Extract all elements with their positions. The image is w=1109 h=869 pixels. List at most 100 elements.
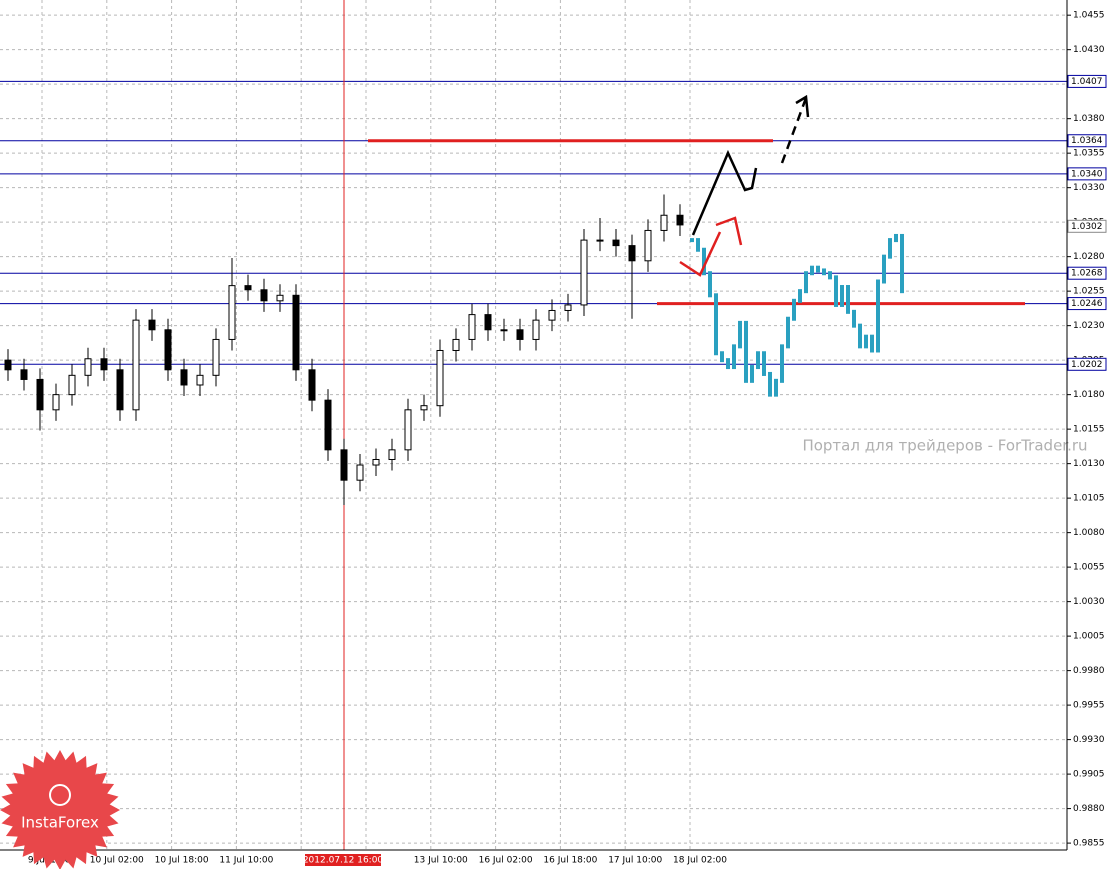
logo: InstaForex (0, 750, 120, 869)
forecast-step (714, 293, 718, 356)
logo-icon (49, 784, 71, 806)
level-label-box (1067, 297, 1107, 311)
candle-body (532, 319, 540, 340)
level-label: 1.0364 (1071, 136, 1103, 146)
candle-body (52, 394, 60, 411)
watermark: Портал для трейдеров - ForTrader.ru (802, 437, 1087, 455)
y-tick-label: 1.0280 (1073, 252, 1105, 262)
candle-body (644, 229, 652, 262)
candle-body (612, 239, 620, 247)
y-tick-label: 0.9880 (1073, 804, 1105, 814)
candle-body (20, 369, 28, 380)
forecast-step (798, 289, 802, 303)
y-tick-label: 0.9905 (1073, 770, 1105, 780)
forecast-step (720, 351, 724, 363)
forecast-step (846, 285, 850, 314)
x-tick-label: 10 Jul 18:00 (155, 856, 209, 866)
candle-body (340, 449, 348, 481)
current-price-label: 1.0302 (1071, 222, 1103, 232)
candle-body (196, 374, 204, 386)
forecast-step (804, 271, 808, 294)
candle-body (420, 405, 428, 411)
forecast-step (786, 316, 790, 349)
forecast-step (780, 344, 784, 383)
x-tick-label: 16 Jul 02:00 (479, 856, 533, 866)
level-label: 1.0202 (1071, 360, 1103, 370)
candle-body (436, 349, 444, 407)
y-tick-label: 1.0180 (1073, 390, 1105, 400)
candle-body (628, 245, 636, 262)
grid (0, 0, 1067, 850)
level-label: 1.0407 (1071, 77, 1103, 87)
forecast-step (738, 320, 742, 349)
candle-body (596, 239, 604, 242)
candle-body (388, 449, 396, 460)
level-label-box (1067, 357, 1107, 371)
candle-body (212, 338, 220, 376)
candle-body (452, 338, 460, 351)
y-tick-label: 1.0130 (1073, 459, 1105, 469)
candle-body (84, 358, 92, 376)
forecast-step (834, 275, 838, 307)
x-tick-label: 17 Jul 10:00 (608, 856, 662, 866)
x-tick-label: 11 Jul 10:00 (219, 856, 273, 866)
forecast-step (768, 371, 772, 397)
y-tick-label: 1.0055 (1073, 563, 1105, 573)
logo-badge (0, 750, 120, 869)
y-tick-label: 1.0105 (1073, 494, 1105, 504)
candle-body (500, 329, 508, 332)
forecast-step (756, 351, 760, 370)
y-tick-label: 1.0080 (1073, 528, 1105, 538)
y-tick-label: 1.0230 (1073, 321, 1105, 331)
y-tick-label: 1.0355 (1073, 149, 1105, 159)
candle-body (68, 374, 76, 396)
y-tick-label: 1.0380 (1073, 114, 1105, 124)
candle-body (580, 239, 588, 306)
candle-body (308, 369, 316, 401)
y-tick-label: 0.9930 (1073, 735, 1105, 745)
black-arrow (691, 149, 758, 236)
level-label: 1.0340 (1071, 169, 1103, 179)
candle-body (4, 359, 12, 371)
x-tick-label: 18 Jul 02:00 (673, 856, 727, 866)
forecast-step (858, 323, 862, 349)
candle-body (164, 329, 172, 371)
forecast-step (702, 247, 706, 276)
forecast-step (774, 378, 778, 397)
candle-body (660, 214, 668, 231)
forecast-step (726, 358, 730, 370)
candle-body (36, 378, 44, 411)
candle-body (548, 309, 556, 321)
forecast-step (708, 271, 712, 298)
candle-body (324, 399, 332, 451)
candle-body (260, 289, 268, 302)
y-tick-label: 1.0330 (1073, 183, 1105, 193)
forecast-step (744, 320, 748, 383)
candle-body (292, 294, 300, 371)
candle-body (228, 285, 236, 340)
level-label-box (1067, 167, 1107, 181)
level-label: 1.0268 (1071, 269, 1103, 279)
candle-body (356, 464, 364, 481)
y-tick-label: 0.9980 (1073, 666, 1105, 676)
forecast-step (876, 279, 880, 353)
y-tick-label: 1.0155 (1073, 425, 1105, 435)
cursor-label: 2012.07.12 16:00 (303, 856, 384, 866)
candle-body (564, 304, 572, 311)
forecast-step (852, 309, 856, 328)
candle-body (100, 358, 108, 371)
level-label-box (1067, 266, 1107, 280)
y-tick-label: 1.0455 (1073, 11, 1105, 21)
annotation-arrows (679, 94, 810, 277)
y-tick-label: 1.0005 (1073, 632, 1105, 642)
forecast-step (900, 233, 904, 294)
candle-body (676, 214, 684, 226)
forecast-step (690, 238, 694, 243)
level-label: 1.0246 (1071, 299, 1103, 309)
red-arrow (679, 231, 722, 277)
logo-text: InstaForex (21, 814, 99, 832)
x-tick-label: 10 Jul 02:00 (90, 856, 144, 866)
candle-body (372, 458, 380, 466)
candle-body (116, 369, 124, 411)
